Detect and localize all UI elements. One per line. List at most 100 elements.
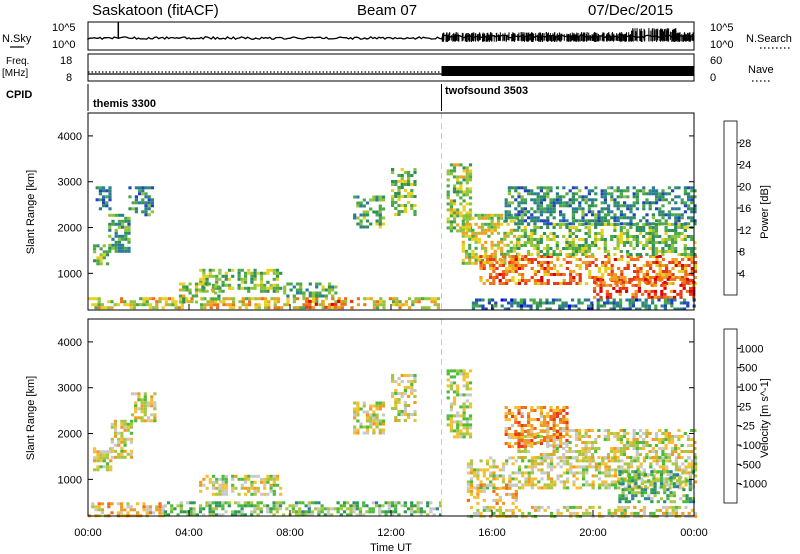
- heat-cell: [679, 497, 683, 501]
- colorbar-tick-label: 8: [739, 247, 745, 259]
- heat-cell: [269, 474, 273, 478]
- heat-cell: [578, 201, 582, 205]
- heat-cell: [108, 243, 112, 247]
- heat-cell: [498, 511, 502, 515]
- heat-cell: [218, 489, 222, 493]
- heat-cell: [578, 276, 582, 279]
- heat-cell: [199, 268, 203, 272]
- heat-cell: [218, 289, 222, 293]
- heat-cell: [132, 303, 136, 307]
- heat-cell: [490, 216, 494, 220]
- heat-cell: [192, 510, 196, 514]
- heat-cell: [123, 428, 127, 432]
- heat-cell: [523, 186, 527, 190]
- heat-cell: [571, 244, 575, 247]
- heat-cell: [505, 486, 509, 490]
- heat-cell: [462, 402, 466, 406]
- heat-cell: [535, 307, 539, 311]
- heat-cell: [597, 276, 601, 279]
- heat-cell: [102, 453, 106, 457]
- heat-cell: [496, 231, 501, 235]
- heat-cell: [468, 432, 473, 436]
- heat-cell: [647, 494, 651, 498]
- heat-cell: [471, 228, 475, 232]
- heat-cell: [662, 462, 666, 466]
- heat-cell: [533, 258, 537, 261]
- heat-cell: [272, 289, 276, 293]
- heat-cell: [259, 507, 263, 511]
- heat-cell: [598, 511, 602, 515]
- heat-cell: [530, 435, 534, 438]
- heat-cell: [327, 305, 331, 309]
- heat-cell: [498, 486, 502, 490]
- heat-cell: [546, 477, 550, 481]
- heat-cell: [496, 243, 501, 247]
- heat-cell: [378, 225, 382, 229]
- heat-cell: [449, 405, 453, 409]
- heat-cell: [693, 222, 697, 226]
- heat-cell: [511, 255, 515, 258]
- heat-cell: [604, 264, 608, 267]
- heat-cell: [578, 219, 582, 223]
- heat-cell: [221, 480, 225, 484]
- heat-cell: [661, 195, 665, 199]
- heat-cell: [331, 306, 335, 310]
- heat-cell: [682, 470, 686, 474]
- heat-cell: [498, 282, 502, 285]
- heat-cell: [178, 294, 183, 298]
- heat-cell: [561, 307, 565, 311]
- heat-cell: [477, 255, 481, 259]
- heat-cell: [129, 303, 133, 307]
- heat-cell: [613, 235, 617, 238]
- heat-cell: [234, 474, 238, 478]
- heat-cell: [675, 473, 680, 477]
- heat-cell: [631, 301, 635, 305]
- heat-cell: [539, 198, 543, 202]
- heat-cell: [609, 292, 613, 296]
- heat-cell: [655, 255, 659, 258]
- heat-cell: [465, 211, 469, 215]
- heat-cell: [618, 280, 622, 284]
- heat-cell: [648, 204, 652, 208]
- heat-cell: [100, 502, 104, 506]
- heat-cell: [93, 450, 97, 454]
- heat-cell: [683, 229, 687, 232]
- heat-cell: [218, 483, 222, 487]
- heat-cell: [598, 468, 602, 472]
- heat-cell: [569, 505, 573, 509]
- heat-cell: [387, 507, 391, 511]
- heat-cell: [517, 508, 522, 512]
- heat-cell: [230, 513, 235, 517]
- heat-cell: [616, 456, 620, 459]
- heat-cell: [224, 271, 228, 275]
- heat-cell: [187, 300, 191, 304]
- heat-cell: [600, 232, 604, 235]
- heat-cell: [314, 507, 318, 511]
- heat-cell: [394, 416, 398, 419]
- nsky-label: N.Sky: [2, 33, 32, 45]
- heat-cell: [520, 219, 524, 223]
- heat-cell: [505, 267, 509, 270]
- heat-cell: [565, 267, 569, 270]
- heat-cell: [530, 486, 534, 490]
- heat-cell: [607, 474, 611, 478]
- heat-cell: [194, 282, 199, 286]
- heat-cell: [512, 246, 517, 250]
- heat-cell: [489, 261, 493, 264]
- heat-cell: [491, 298, 495, 302]
- heat-cell: [633, 456, 637, 460]
- heat-cell: [565, 424, 569, 427]
- heat-cell: [430, 297, 434, 301]
- heat-cell: [449, 199, 453, 203]
- heat-cell: [462, 175, 466, 179]
- heat-cell: [489, 258, 493, 261]
- heat-cell: [143, 395, 147, 399]
- heat-cell: [243, 280, 248, 284]
- heat-cell: [594, 241, 598, 244]
- heat-cell: [578, 229, 582, 232]
- heat-cell: [266, 280, 270, 284]
- heat-cell: [687, 207, 691, 211]
- heat-cell: [549, 453, 553, 456]
- heat-cell: [683, 235, 687, 238]
- heat-cell: [670, 304, 674, 308]
